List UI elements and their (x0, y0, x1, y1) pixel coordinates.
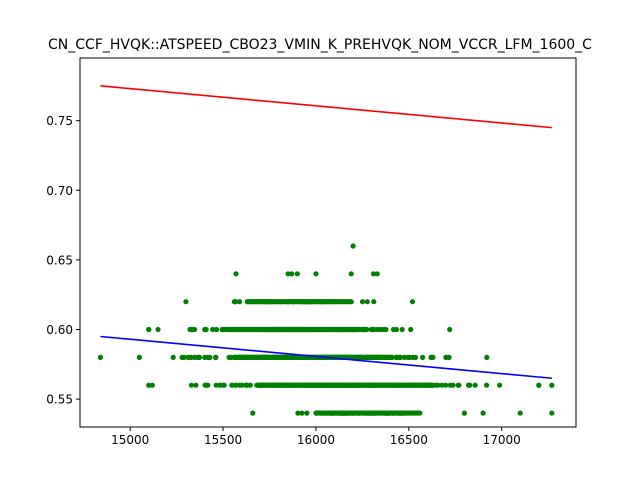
data-point (210, 326, 216, 333)
x-tick-label: 15000 (111, 433, 149, 447)
data-point (205, 354, 211, 360)
x-tick-label: 17000 (483, 433, 521, 447)
data-point (466, 382, 472, 388)
data-point (368, 326, 374, 333)
data-point (196, 354, 203, 360)
data-point (170, 354, 176, 360)
data-point (294, 271, 300, 277)
data-point (447, 326, 453, 333)
data-point (146, 382, 152, 388)
data-point (155, 326, 161, 333)
data-point (374, 271, 380, 277)
y-axis: 0.55 0.60 0.65 0.70 0.75 (46, 114, 80, 407)
data-point (183, 299, 189, 305)
data-point (233, 299, 239, 305)
data-point (484, 382, 490, 388)
fit-lines (100, 85, 552, 380)
lower-fit-line (100, 335, 552, 380)
data-point (202, 382, 208, 388)
data-point (370, 271, 377, 277)
data-point (228, 354, 234, 360)
data-point (299, 410, 305, 416)
data-point (221, 382, 227, 388)
y-tick-label: 0.75 (46, 114, 73, 128)
data-point (192, 354, 198, 360)
data-point (359, 299, 366, 305)
data-point (497, 382, 503, 388)
plot-area (80, 58, 576, 427)
data-point (285, 271, 291, 277)
data-point (461, 410, 467, 416)
data-point (179, 354, 185, 360)
data-point (188, 354, 194, 360)
data-point (313, 271, 319, 277)
data-point (213, 354, 219, 360)
y-tick-label: 0.70 (46, 184, 73, 198)
data-point (222, 326, 228, 333)
data-point (97, 354, 104, 360)
data-point (250, 410, 256, 416)
data-point (247, 382, 253, 388)
data-point (472, 382, 478, 388)
data-point (443, 354, 449, 360)
data-point (202, 326, 208, 333)
data-point (420, 354, 426, 360)
data-point (213, 326, 220, 333)
chart-title: CN_CCF_HVQK::ATSPEED_CBO23_VMIN_K_PREHVQ… (48, 37, 592, 53)
data-point (364, 299, 370, 305)
data-point (136, 354, 142, 360)
data-point (380, 326, 386, 333)
data-point (236, 382, 242, 388)
x-tick-label: 15500 (204, 433, 242, 447)
data-point (409, 299, 416, 305)
data-point (484, 354, 490, 360)
data-point (348, 271, 354, 277)
data-point (295, 410, 301, 416)
data-point (397, 354, 403, 360)
data-point (289, 271, 295, 277)
data-point (480, 410, 486, 416)
data-point (401, 354, 408, 360)
data-point (371, 299, 377, 305)
data-point (549, 382, 555, 388)
x-tick-label: 16500 (390, 433, 428, 447)
data-point (146, 326, 152, 333)
data-point (393, 326, 400, 333)
data-point (149, 382, 155, 388)
y-tick-label: 0.55 (46, 393, 73, 407)
data-point (450, 382, 456, 388)
upper-fit-line (100, 85, 552, 129)
data-point (517, 410, 523, 416)
data-point (410, 354, 416, 360)
data-point (193, 382, 199, 388)
x-axis: 15000 15500 16000 16500 17000 (111, 427, 521, 447)
y-tick-label: 0.60 (46, 323, 73, 337)
data-point (188, 382, 194, 388)
data-point (233, 271, 239, 277)
data-point (192, 326, 198, 333)
data-point (213, 382, 219, 388)
y-tick-label: 0.65 (46, 253, 73, 267)
data-point (237, 299, 243, 305)
data-point (304, 410, 310, 416)
data-point (456, 382, 462, 388)
data-point (229, 382, 235, 388)
plot-frame (79, 57, 577, 428)
data-point (399, 326, 405, 333)
data-point (536, 382, 542, 388)
data-point (549, 410, 555, 416)
data-point (350, 243, 356, 249)
data-point (443, 382, 449, 388)
data-point (428, 354, 434, 360)
x-tick-label: 16000 (297, 433, 335, 447)
data-point (408, 326, 414, 333)
scatter-points (97, 243, 555, 416)
data-point (439, 382, 445, 388)
